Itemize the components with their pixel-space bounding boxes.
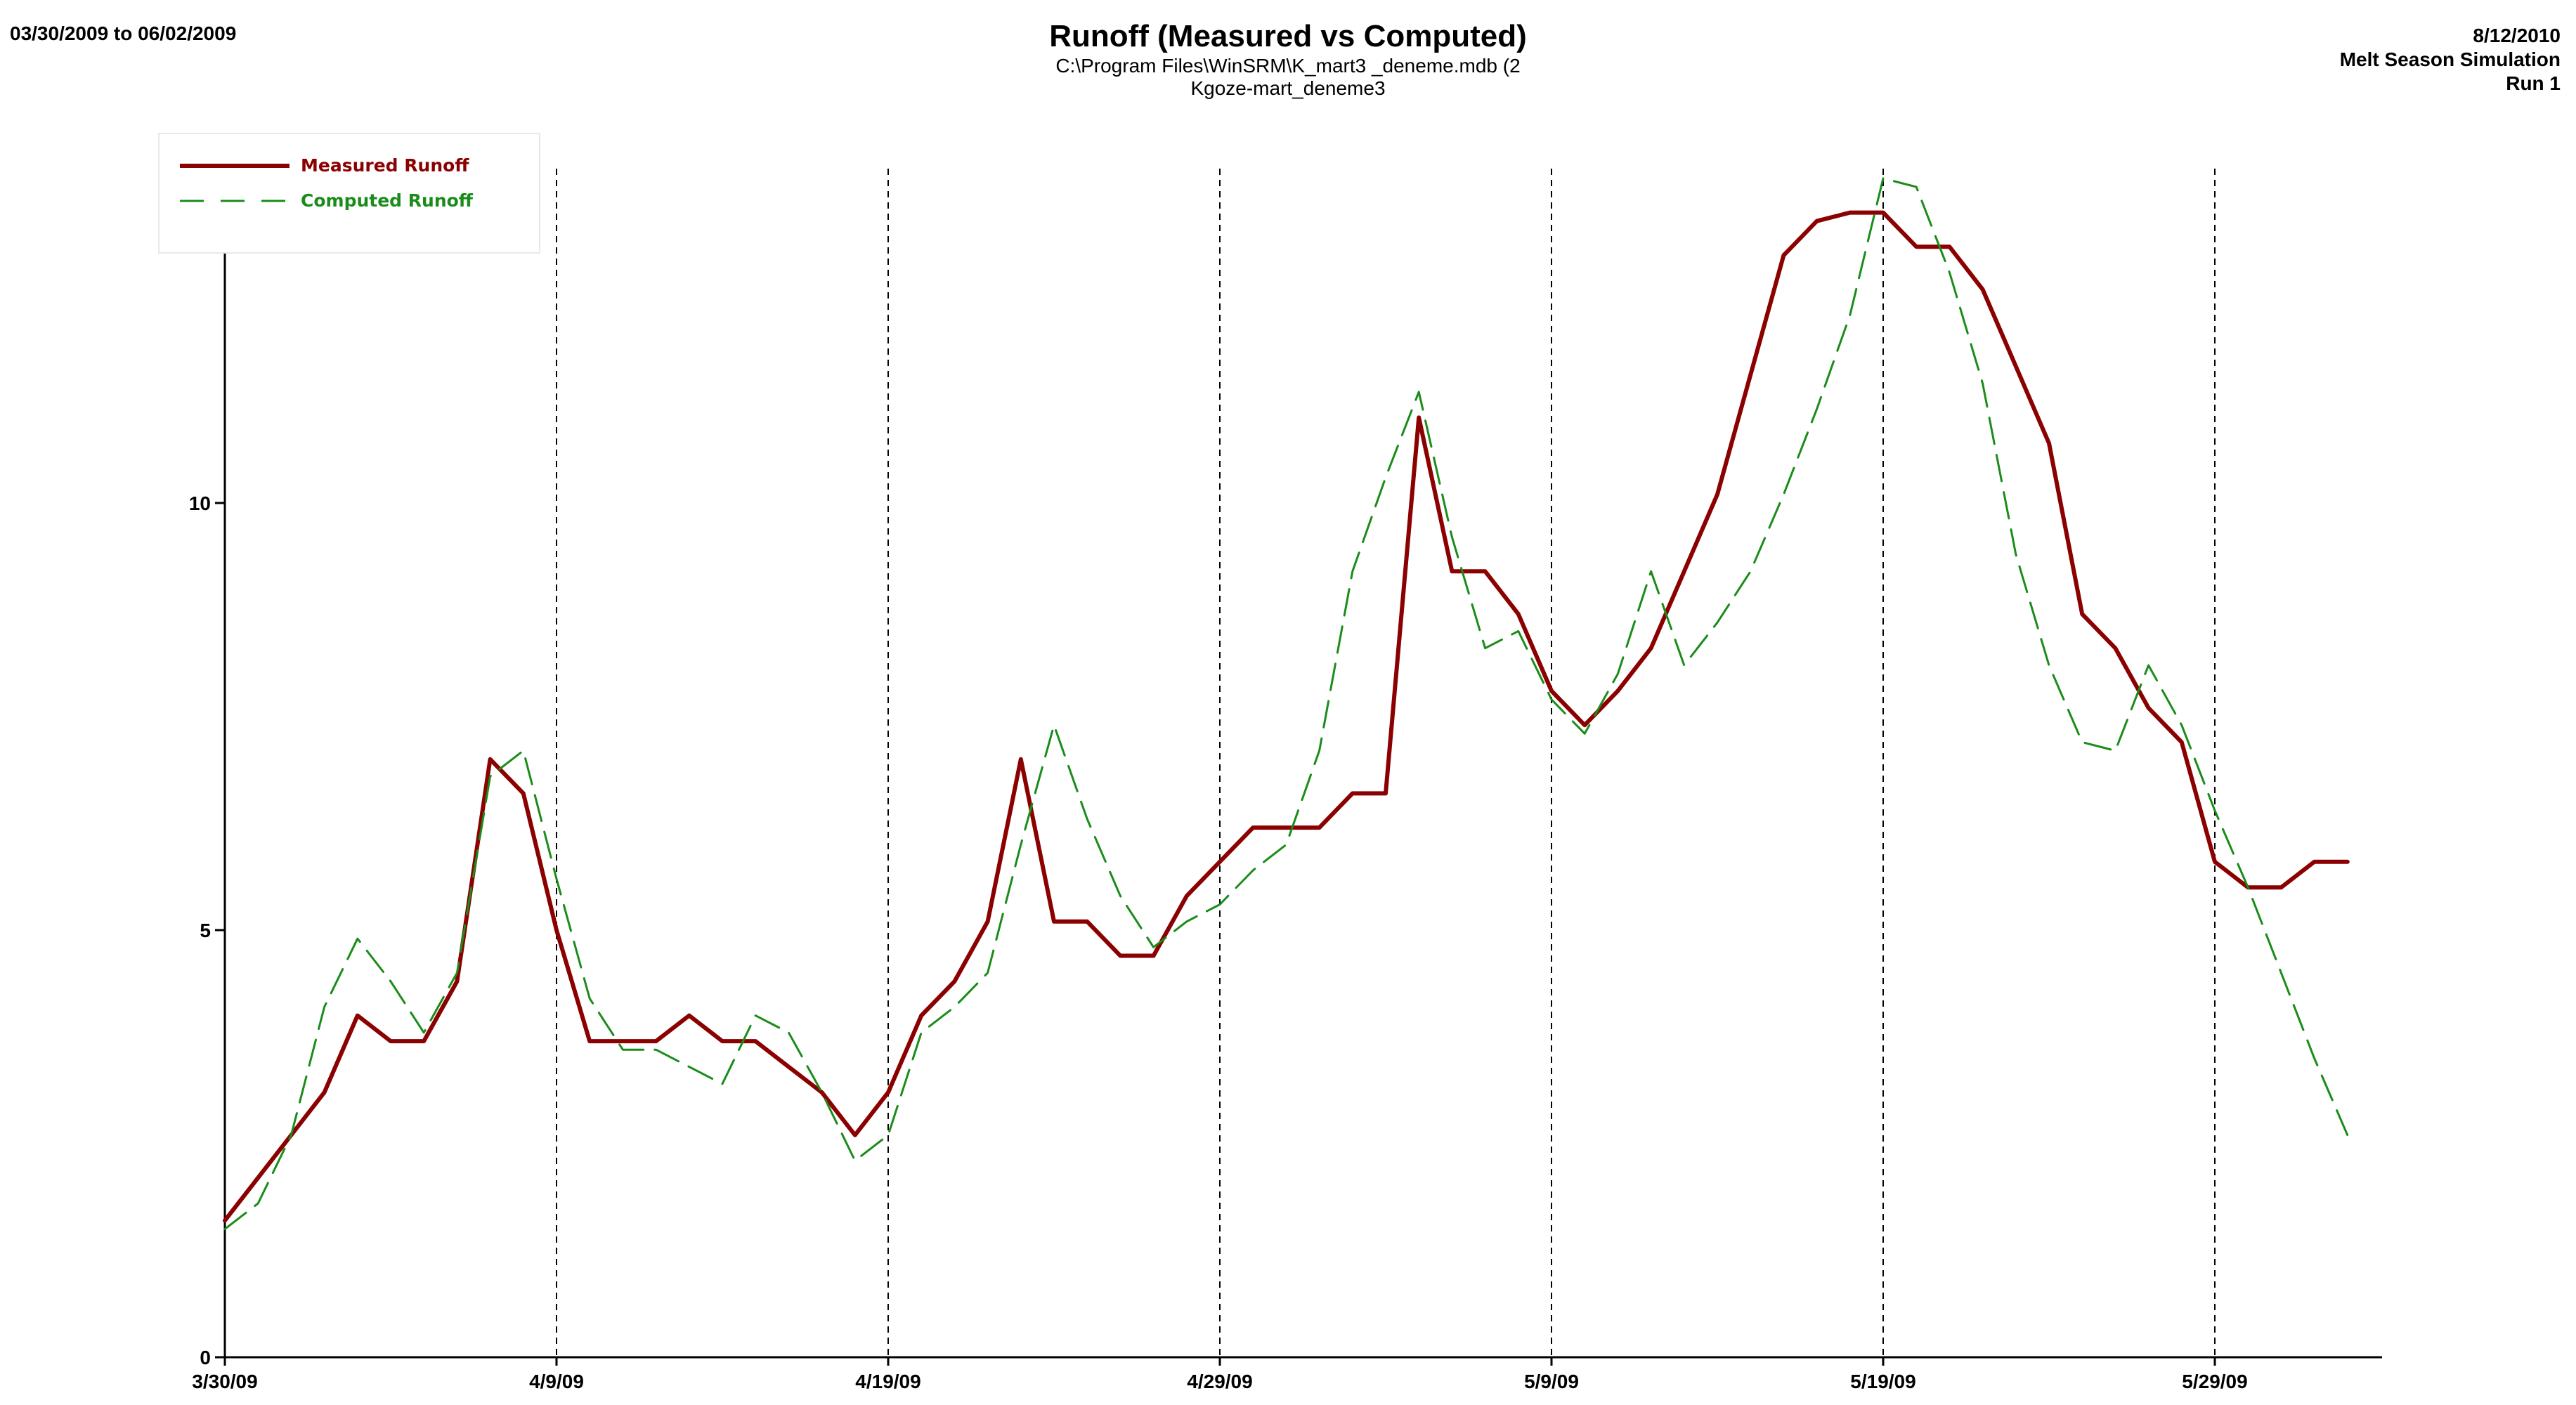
series-layer	[223, 177, 2350, 1231]
legend-measured-label: Measured Runoff	[301, 155, 469, 176]
x-tick-label: 4/19/09	[855, 1371, 921, 1392]
title-block: Runoff (Measured vs Computed) C:\Program…	[0, 18, 2576, 100]
date-range-label: 03/30/2009 to 06/02/2009	[10, 22, 237, 44]
series-line-computed	[223, 177, 2349, 1231]
chart-title: Runoff (Measured vs Computed)	[1049, 19, 1527, 53]
run-label: Run 1	[2506, 72, 2561, 94]
axes-layer: 3/30/09 4/9/09 4/19/09 4/29/09 5/9/09 5/19/09…	[189, 253, 2382, 1392]
legend-computed-label: Computed Runoff	[301, 190, 474, 211]
chart-subtitle-name: Kgoze-mart_deneme3	[1190, 77, 1386, 99]
y-tick-label: 0	[200, 1347, 211, 1368]
x-tick-label: 5/29/09	[2182, 1371, 2247, 1392]
legend-box	[158, 133, 540, 254]
y-tick-label: 5	[200, 920, 211, 941]
run-date-label: 8/12/2010	[2473, 25, 2561, 46]
x-tick-label: 4/9/09	[529, 1371, 584, 1392]
x-tick-label: 3/30/09	[192, 1371, 257, 1392]
grid-layer	[556, 169, 2216, 1357]
x-tick-label: 5/19/09	[1850, 1371, 1915, 1392]
x-tick-label: 4/29/09	[1187, 1371, 1252, 1392]
legend: Measured Runoff Computed Runoff	[158, 133, 540, 254]
simulation-label: Melt Season Simulation	[2339, 48, 2561, 70]
chart-subtitle-path: C:\Program Files\WinSRM\K_mart3 _deneme.…	[1055, 55, 1521, 77]
y-tick-label: 10	[189, 492, 211, 514]
run-info: 8/12/2010 Melt Season Simulation Run 1	[2340, 24, 2561, 96]
x-tick-label: 5/9/09	[1524, 1371, 1579, 1392]
series-line-measured	[223, 210, 2350, 1223]
